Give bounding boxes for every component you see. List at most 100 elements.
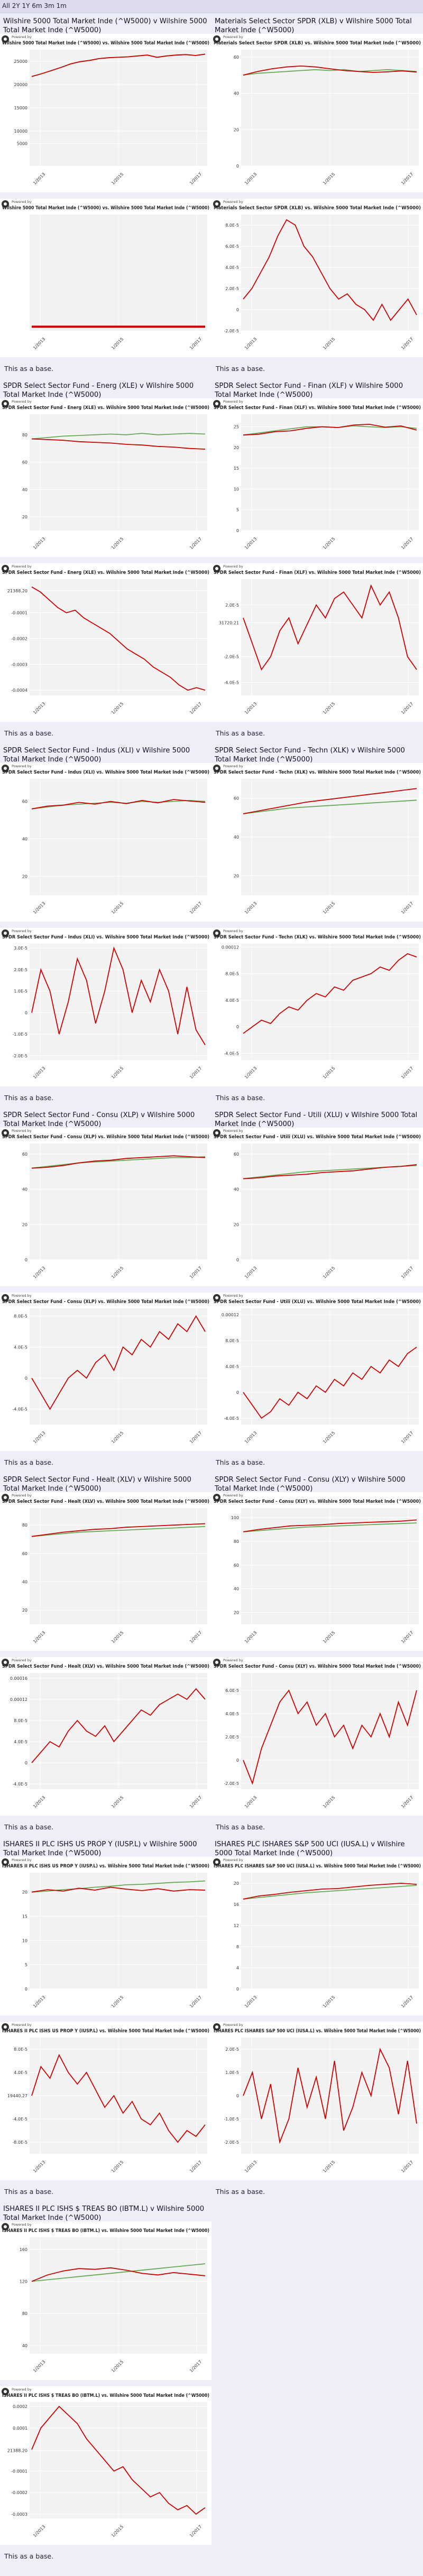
series-line-1 [243, 1522, 417, 1532]
range-selector[interactable]: All 2Y 1Y 6m 3m 1m [2, 2, 67, 10]
y-tick-label: -2.0E-5 [224, 2140, 239, 2145]
y-tick-label: 40 [22, 837, 27, 842]
price-chart: Powered by Materials Select Sector SPDR (… [212, 34, 423, 192]
ratio-chart-svg: Powered by Materials Select Sector SPDR (… [212, 199, 423, 357]
price-chart: Powered by ISHARES PLC ISHARES S&P 500 UC… [212, 1857, 423, 2015]
ratio-chart-svg: Powered by SPDR Select Sector Fund - Heal… [0, 1657, 212, 1816]
chart-title: SPDR Select Sector Fund - Finan (XLF) vs… [214, 405, 421, 411]
y-tick-label: 2.0E-5 [225, 603, 239, 608]
panel-title: SPDR Select Sector Fund - Consu (XLP) v … [3, 1111, 195, 1128]
y-tick-label: 31720.21 [219, 621, 239, 626]
price-chart: Powered by SPDR Select Sector Fund - Ener… [0, 398, 212, 557]
series-line-2 [243, 1519, 417, 1532]
y-tick-label: 19440.27 [7, 2094, 27, 2098]
y-tick-label: 8.0E-5 [225, 1338, 239, 1343]
logo-icon-inner [215, 1661, 218, 1664]
panel-title: SPDR Select Sector Fund - Utili (XLU) v … [215, 1111, 418, 1128]
ratio-chart: Powered by ISHARES II PLC ISHS US PROP Y … [0, 2022, 212, 2180]
y-tick-label: 0 [25, 1258, 27, 1262]
series-line-1 [31, 1526, 206, 1537]
powered-by-label: Powered by [223, 1858, 243, 1862]
y-tick-label: 20 [234, 1881, 239, 1886]
y-tick-label: 20 [22, 1222, 27, 1227]
ratio-chart: Powered by SPDR Select Sector Fund - Tech… [212, 928, 423, 1086]
series-line-2 [243, 788, 417, 814]
series-line-2 [31, 438, 206, 450]
chart-title: Materials Select Sector SPDR (XLB) vs. W… [214, 41, 421, 46]
powered-by-label: Powered by [12, 1658, 32, 1662]
series-line-2 [31, 53, 206, 77]
base-note: This as a base. [4, 1094, 54, 1102]
y-tick-label: 80 [22, 2311, 27, 2316]
y-tick-label: -4.0E-5 [12, 1782, 27, 1787]
price-chart-svg: Powered by ISHARES PLC ISHARES S&P 500 UC… [212, 1857, 423, 2015]
ratio-chart-svg: Powered by ISHARES PLC ISHARES S&P 500 UC… [212, 2022, 423, 2180]
price-chart-svg: Powered by Wilshire 5000 Total Market Ind… [0, 34, 212, 192]
logo-icon-inner [215, 1496, 218, 1499]
y-tick-label: 20 [22, 1890, 27, 1895]
chart-title: SPDR Select Sector Fund - Energ (XLE) vs… [2, 405, 209, 411]
y-tick-label: 60 [22, 1551, 27, 1556]
logo-icon-inner [4, 402, 7, 405]
price-chart-svg: Powered by SPDR Select Sector Fund - Indu… [0, 763, 212, 922]
y-tick-label: 0.00016 [10, 1676, 27, 1681]
chart-title: Wilshire 5000 Total Market Inde (^W5000)… [2, 41, 209, 46]
y-tick-label: 6.0E-5 [225, 244, 239, 249]
chart-title: SPDR Select Sector Fund - Indus (XLI) vs… [2, 935, 209, 940]
y-tick-label: 4.0E-5 [14, 1345, 27, 1350]
logo-icon-inner [215, 202, 218, 206]
chart-title: SPDR Select Sector Fund - Healt (XLV) vs… [2, 1664, 209, 1669]
y-tick-label: 60 [22, 460, 27, 465]
powered-by-label: Powered by [223, 1294, 243, 1298]
y-tick-label: -0.0003 [11, 662, 27, 667]
y-tick-label: 40 [22, 1580, 27, 1585]
logo-icon-inner [4, 1661, 7, 1664]
y-tick-label: 40 [234, 1587, 239, 1592]
y-tick-label: 20000 [14, 82, 27, 87]
chart-title: ISHARES II PLC ISHS US PROP Y (IUSP.L) v… [2, 1864, 209, 1869]
price-chart: Powered by ISHARES II PLC ISHS US PROP Y … [0, 1857, 212, 2015]
y-tick-label: -2.0E-5 [224, 1781, 239, 1786]
powered-by-label: Powered by [223, 1658, 243, 1662]
logo-icon-inner [4, 38, 7, 41]
powered-by-label: Powered by [12, 1294, 32, 1298]
y-tick-label: 8.0E-5 [14, 2047, 27, 2052]
price-chart: Powered by SPDR Select Sector Fund - Heal… [0, 1492, 212, 1651]
series-line-1 [31, 2405, 206, 2515]
y-tick-label: 40 [22, 2343, 27, 2348]
y-tick-label: -0.0003 [11, 2512, 27, 2517]
y-tick-label: 4.0E-5 [225, 1364, 239, 1369]
logo-icon-inner [4, 1296, 7, 1299]
y-tick-label: 12 [234, 1923, 239, 1928]
y-tick-label: -0.0002 [11, 2490, 27, 2495]
y-tick-label: 60 [234, 55, 239, 60]
panel-title: SPDR Select Sector Fund - Healt (XLV) v … [3, 1476, 191, 1493]
powered-by-label: Powered by [223, 200, 243, 204]
y-tick-label: 0.00012 [222, 945, 239, 950]
powered-by-label: Powered by [12, 1858, 32, 1862]
y-tick-label: 0 [236, 1758, 239, 1763]
y-tick-label: 0 [236, 2094, 239, 2098]
series-line-2 [31, 2267, 206, 2282]
panel-title: Wilshire 5000 Total Market Inde (^W5000)… [3, 17, 207, 34]
price-chart-svg: Powered by Materials Select Sector SPDR (… [212, 34, 423, 192]
y-tick-label: 5 [236, 508, 239, 513]
logo-icon-inner [215, 767, 218, 770]
chart-title: SPDR Select Sector Fund - Consu (XLY) vs… [214, 1664, 421, 1669]
powered-by-label: Powered by [223, 1129, 243, 1133]
y-tick-label: 80 [22, 1523, 27, 1528]
ratio-chart: Powered by ISHARES PLC ISHARES S&P 500 UC… [212, 2022, 423, 2180]
y-tick-label: 5000 [17, 142, 27, 146]
y-tick-label: 15 [234, 466, 239, 471]
series-line-1 [243, 799, 417, 814]
logo-icon-inner [215, 1131, 218, 1134]
y-tick-label: 21388.20 [7, 2449, 27, 2453]
ratio-chart: Powered by SPDR Select Sector Fund - Cons… [212, 1657, 423, 1816]
base-note: This as a base. [216, 1458, 265, 1466]
ratio-chart: Powered by SPDR Select Sector Fund - Cons… [0, 1292, 212, 1451]
chart-title: Wilshire 5000 Total Market Inde (^W5000)… [2, 206, 209, 211]
